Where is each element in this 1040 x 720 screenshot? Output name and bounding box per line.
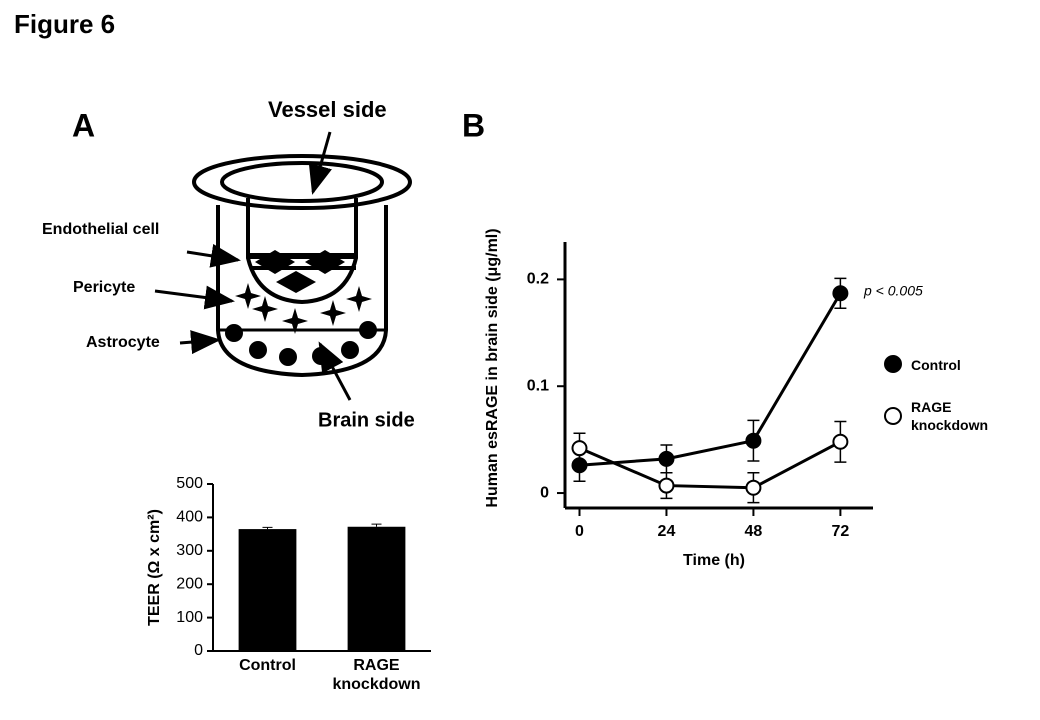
data-point — [832, 433, 849, 450]
y-tick-label: 0.2 — [527, 271, 549, 288]
y-axis-label: TEER (Ω x cm²) — [146, 509, 163, 626]
data-point — [658, 450, 675, 467]
series-line — [578, 440, 842, 490]
data-point — [832, 285, 849, 302]
diagram-label: Astrocyte — [86, 334, 160, 351]
annotation: p < 0.005 — [863, 283, 923, 299]
y-tick-label: 0.1 — [527, 377, 549, 394]
y-tick-label: 300 — [176, 542, 203, 559]
legend-marker — [884, 407, 902, 425]
bar — [347, 526, 406, 651]
series-line — [579, 292, 842, 467]
data-point — [658, 477, 675, 494]
y-axis-label: Human esRAGE in brain side (μg/ml) — [484, 228, 501, 507]
error-bar — [371, 523, 382, 527]
diagram-label: Endothelial cell — [42, 221, 159, 238]
arrows — [154, 131, 352, 401]
diagram-label: Pericyte — [73, 279, 135, 296]
x-tick-label: Control — [239, 657, 296, 674]
panel-label: B — [462, 107, 485, 143]
x-tick-label: 0 — [575, 523, 584, 540]
x-tick-label: RAGE knockdown — [332, 657, 421, 693]
diagram-label: Vessel side — [268, 97, 387, 122]
y-tick-label: 200 — [176, 575, 203, 592]
legend-label: RAGE knockdown — [911, 399, 989, 433]
y-tick-label: 100 — [176, 609, 203, 626]
error-bar — [262, 526, 273, 530]
y-tick-label: 400 — [176, 509, 203, 526]
legend-label: Control — [911, 357, 961, 373]
y-tick-label: 0 — [194, 642, 203, 659]
x-axis-label: Time (h) — [683, 552, 745, 569]
x-tick-label: 48 — [745, 523, 763, 540]
legend-marker — [884, 355, 902, 373]
diagram-label: Brain side — [318, 409, 415, 431]
y-tick-label: 0 — [540, 484, 549, 501]
x-tick-label: 72 — [831, 523, 849, 540]
figure-title: Figure 6 — [14, 9, 115, 39]
bar — [238, 529, 297, 651]
y-tick-label: 500 — [176, 475, 203, 492]
x-tick-label: 24 — [658, 523, 676, 540]
data-point — [745, 432, 762, 449]
data-point — [571, 440, 588, 457]
panel-label: A — [72, 107, 95, 143]
transwell-diagram — [192, 154, 412, 378]
data-point — [745, 479, 762, 496]
